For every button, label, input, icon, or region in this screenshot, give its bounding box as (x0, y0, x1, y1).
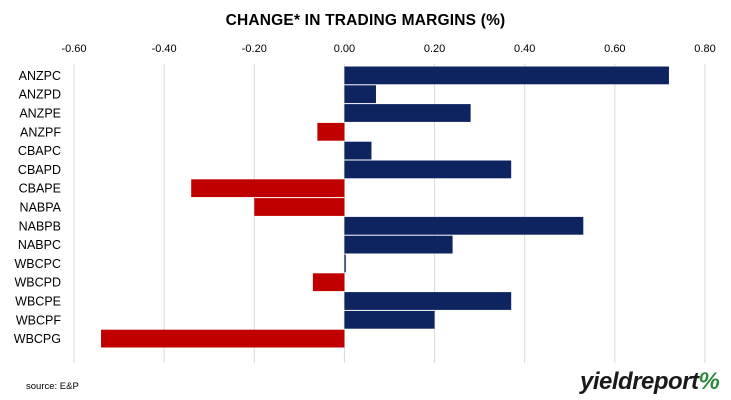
category-label: WBCPF (16, 313, 62, 327)
x-tick-label: 0.60 (604, 43, 625, 55)
bar (344, 104, 471, 122)
x-tick-label: 0.40 (514, 43, 535, 55)
category-label: WBCPC (14, 257, 61, 271)
category-label: ANZPF (20, 125, 61, 139)
category-label: ANZPC (19, 69, 61, 83)
bar (344, 85, 376, 104)
bar (344, 141, 372, 160)
logo-text: yieldreport (580, 368, 699, 395)
category-label: ANZPE (19, 107, 61, 121)
x-tick-label: -0.60 (61, 43, 86, 55)
bar (344, 160, 512, 179)
x-tick-label: -0.40 (152, 43, 177, 55)
bar (317, 122, 345, 141)
category-label: CBAPE (19, 182, 61, 196)
bar (344, 292, 512, 310)
bar (344, 235, 453, 254)
chart-title: CHANGE* IN TRADING MARGINS (%) (225, 12, 506, 29)
category-label: CBAPD (18, 163, 61, 177)
category-label: WBCPD (14, 276, 61, 290)
bar (344, 216, 584, 235)
x-tick-label: -0.20 (242, 43, 267, 55)
source-note: source: E&P (26, 381, 79, 392)
bar (191, 179, 345, 198)
bar (344, 254, 346, 273)
category-label: NABPC (18, 238, 61, 252)
logo-percent-symbol: % (698, 368, 720, 395)
x-tick-label: 0.20 (424, 43, 445, 55)
bar (344, 310, 435, 329)
category-label: WBCPG (14, 332, 61, 346)
bar (312, 273, 345, 292)
yieldreport-logo: yieldreport% (580, 368, 720, 396)
x-tick-label: 0.00 (334, 43, 355, 55)
category-label: NABPA (20, 201, 62, 215)
x-tick-label: 0.80 (694, 43, 715, 55)
bar (344, 66, 669, 85)
bar (254, 198, 345, 216)
category-label: CBAPC (18, 144, 61, 158)
category-label: NABPB (19, 219, 61, 233)
category-label: ANZPD (19, 88, 61, 102)
bar (101, 329, 345, 348)
category-label: WBCPE (15, 295, 61, 309)
